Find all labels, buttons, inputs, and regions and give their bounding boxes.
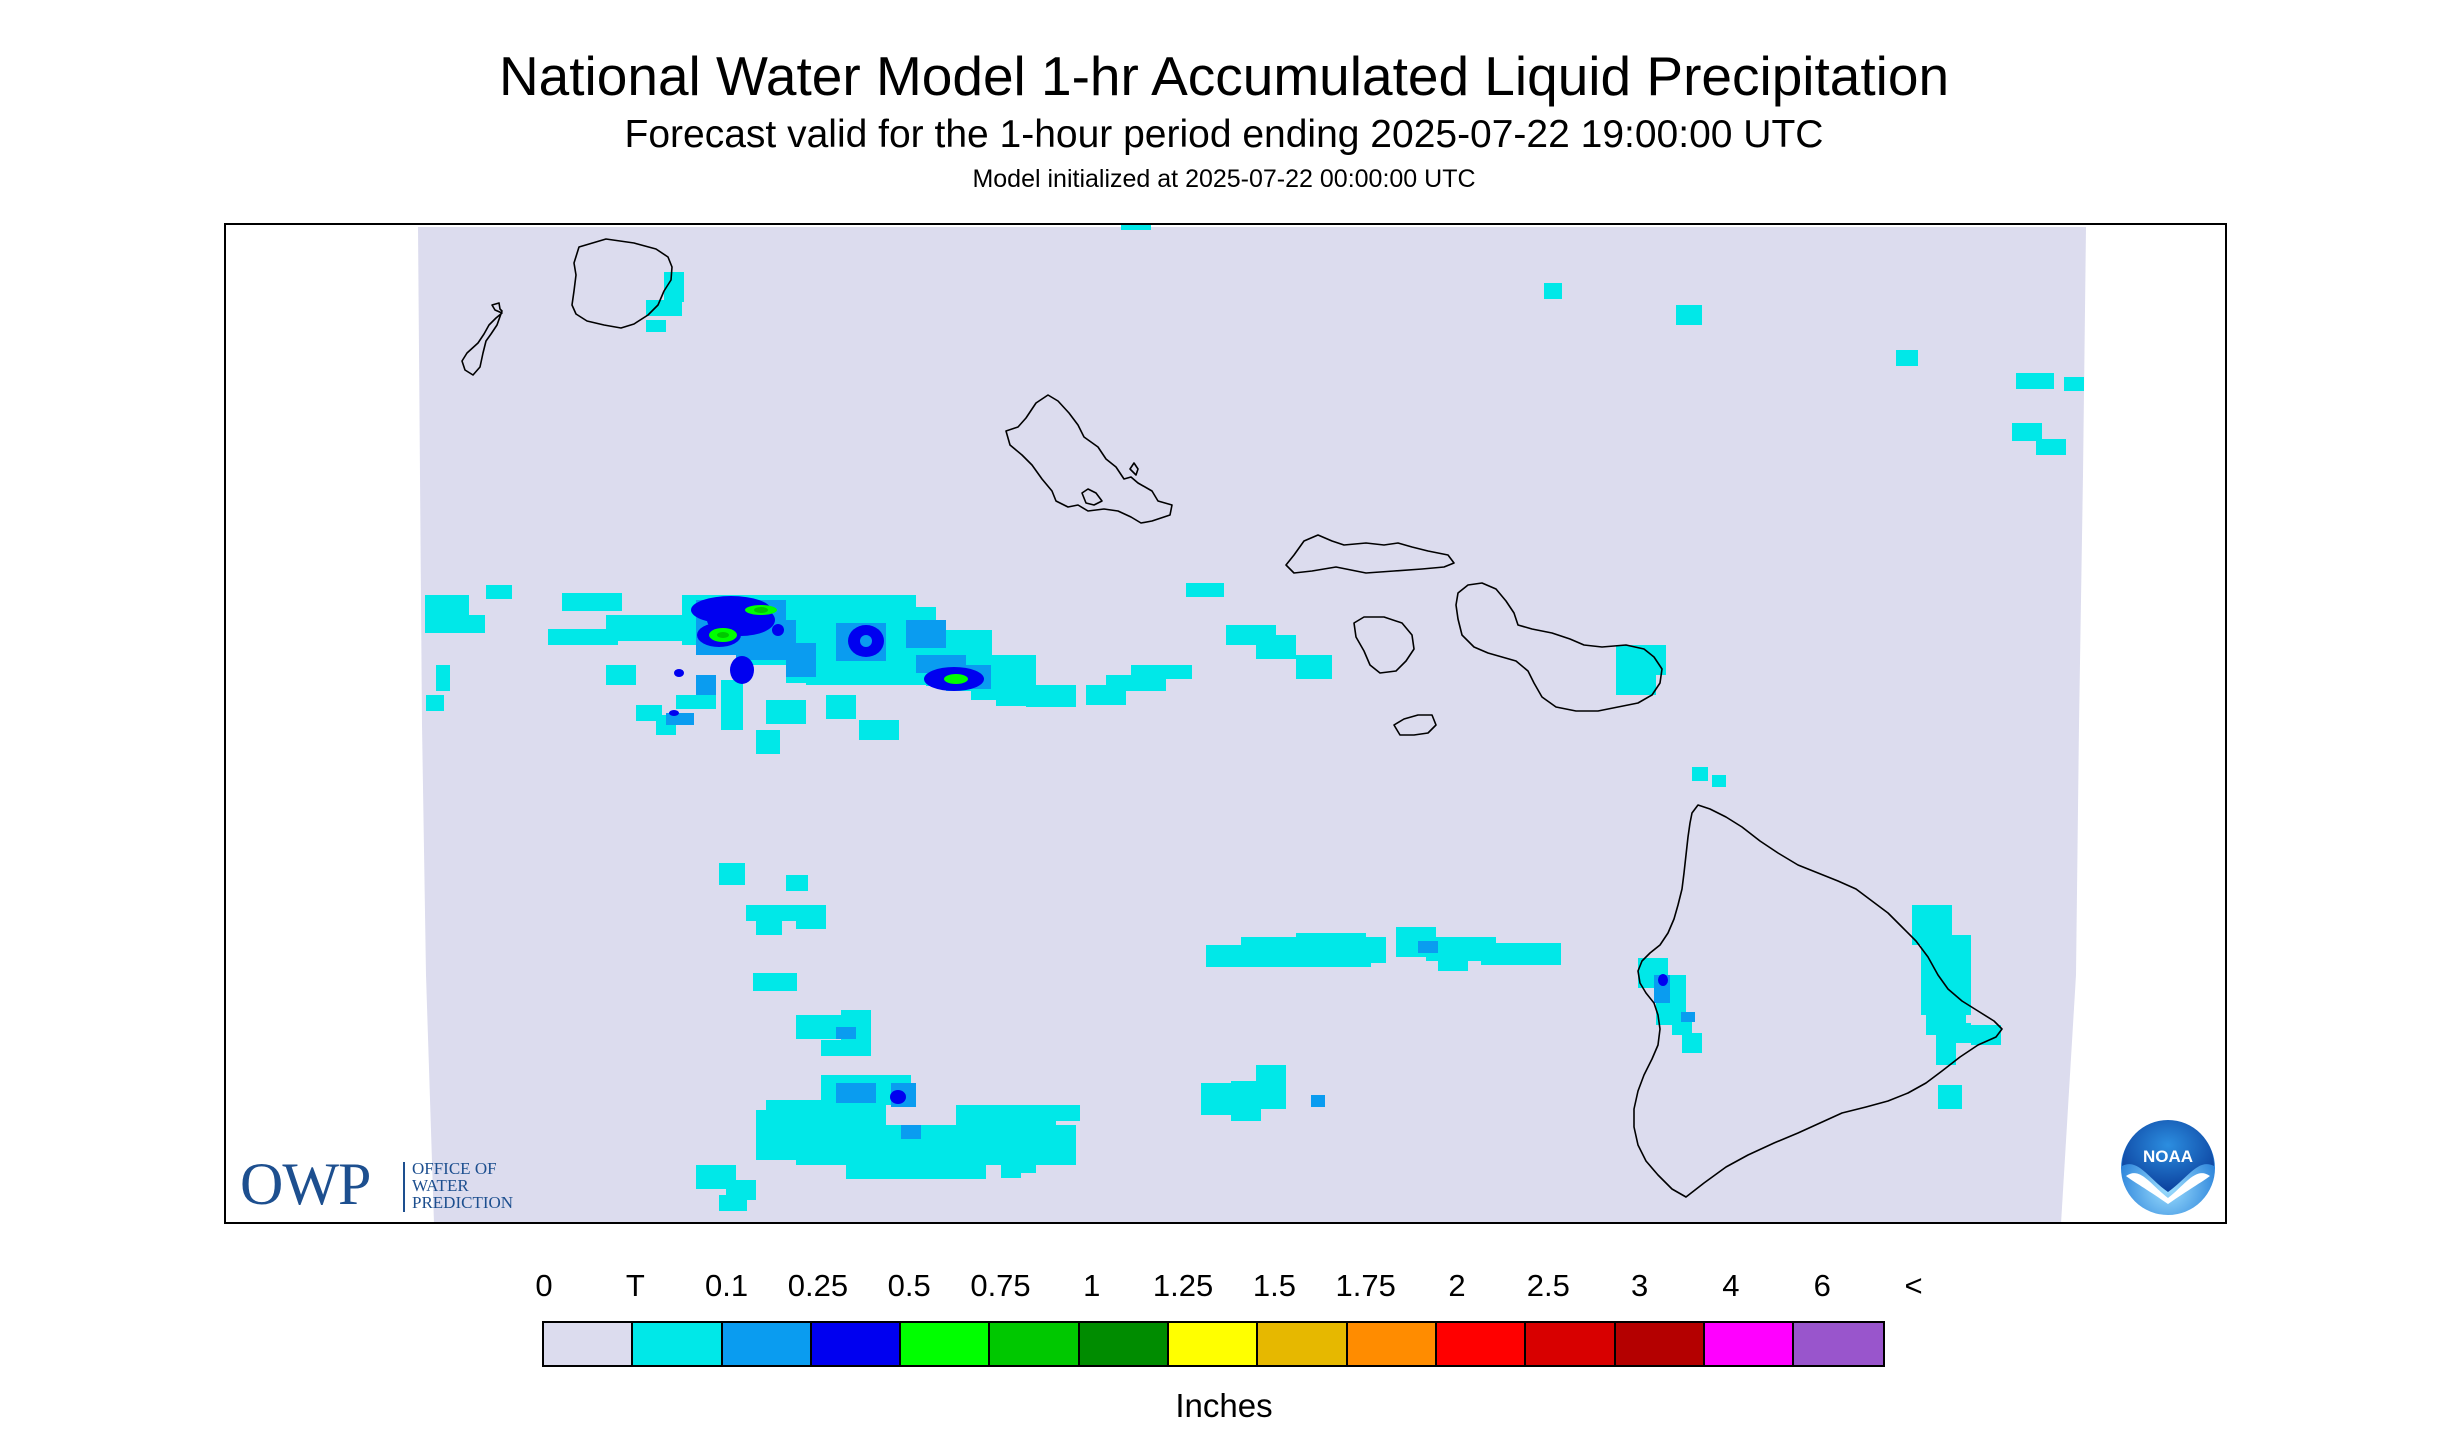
legend-label: 0.1 (705, 1268, 749, 1303)
legend-label: T (625, 1268, 645, 1303)
map-subtitle: Forecast valid for the 1-hour period end… (624, 113, 1824, 156)
coastlines (461, 238, 2003, 1198)
legend-label: 1.5 (1252, 1268, 1296, 1303)
owp-logo-line-1: OFFICE OF (412, 1159, 497, 1178)
legend-color-bar (542, 1321, 1886, 1367)
heavier-precip-areas (717, 607, 768, 638)
legend-swatch (1347, 1323, 1437, 1365)
legend-label: 2.5 (1526, 1268, 1570, 1303)
legend-swatch (722, 1323, 812, 1365)
owp-logo-divider (403, 1162, 405, 1212)
map-canvas (418, 225, 2086, 1222)
legend-label: < (1904, 1268, 1923, 1303)
owp-logo-line-2: WATER (412, 1176, 469, 1195)
owp-logo-line-3: PREDICTION (412, 1193, 514, 1212)
legend-swatch (1258, 1323, 1348, 1365)
legend-swatch (1526, 1323, 1616, 1365)
precipitation-map (224, 223, 2227, 1224)
legend-swatch (990, 1323, 1080, 1365)
legend-swatch (1615, 1323, 1705, 1365)
owp-logo: OWP OFFICE OF WATER PREDICTION (240, 1154, 560, 1214)
legend-swatch (1704, 1323, 1795, 1365)
legend-swatch (544, 1323, 634, 1365)
owp-logo-text: OFFICE OF WATER PREDICTION (412, 1160, 513, 1211)
model-init-text: Model initialized at 2025-07-22 00:00:00… (972, 165, 1476, 193)
legend-labels: 0 T 0.1 0.25 0.5 0.75 1 1.25 1.5 1.75 2 2.5 3 4 6 < (0, 1268, 2448, 1308)
legend-label: 0.5 (887, 1268, 931, 1303)
legend-swatch (811, 1323, 902, 1365)
legend-label: 4 (1722, 1268, 1740, 1303)
legend-swatch (1079, 1323, 1170, 1365)
legend-swatch (1169, 1323, 1259, 1365)
legend-label: 0.75 (970, 1268, 1031, 1303)
legend-label: 1.25 (1152, 1268, 1214, 1303)
legend-label: 6 (1813, 1268, 1831, 1303)
legend-label: 3 (1630, 1268, 1649, 1303)
owp-logo-letters: OWP (240, 1151, 371, 1217)
map-title: National Water Model 1-hr Accumulated Li… (498, 45, 1950, 107)
legend-units: Inches (1175, 1387, 1273, 1424)
legend-swatch (633, 1323, 723, 1365)
legend-swatch (901, 1323, 991, 1365)
legend-label: 1.75 (1335, 1268, 1396, 1303)
legend-label: 1 (1083, 1268, 1101, 1303)
noaa-logo-icon: NOAA (2118, 1118, 2218, 1218)
legend-label: 0.25 (787, 1268, 849, 1303)
legend-swatch (1436, 1323, 1527, 1365)
legend-label: 0 (535, 1268, 553, 1303)
legend-swatch (1794, 1323, 1884, 1365)
noaa-logo-text: NOAA (2143, 1147, 2193, 1166)
legend-label: 2 (1448, 1268, 1466, 1303)
model-domain (418, 227, 2086, 1222)
